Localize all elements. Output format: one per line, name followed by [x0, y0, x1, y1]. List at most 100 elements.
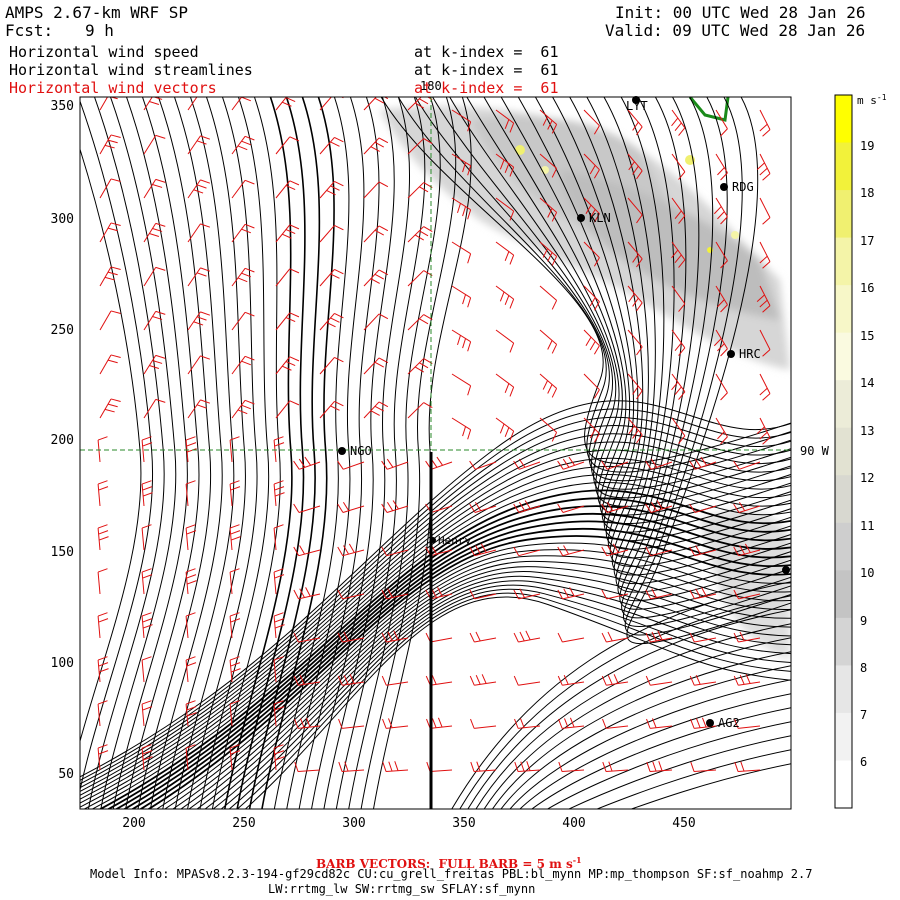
wind-barb — [557, 632, 585, 643]
wind-barb — [381, 630, 409, 643]
wind-barb — [759, 197, 771, 225]
wind-barb — [338, 761, 365, 773]
streamlines — [80, 97, 791, 809]
wind-barb — [759, 241, 771, 269]
wind-barb — [470, 718, 497, 729]
wind-barb — [187, 399, 211, 419]
wind-barb — [273, 612, 285, 639]
colorbar-level: 7 — [860, 708, 867, 722]
wind-barb — [583, 373, 600, 399]
wind-barb — [337, 631, 365, 643]
wind-barb — [733, 543, 761, 557]
wind-barb — [601, 502, 629, 513]
field-vectors: Horizontal wind vectors — [9, 79, 217, 97]
streamline — [372, 97, 472, 809]
wind-barb — [627, 285, 643, 312]
wind-barb — [539, 241, 558, 266]
wind-barb — [231, 355, 255, 375]
wind-barb — [363, 137, 389, 155]
field-streamlines-level: at k-index = 61 — [414, 61, 559, 79]
wind-barb — [469, 460, 497, 470]
coastline — [688, 97, 730, 122]
wind-barb — [407, 226, 433, 243]
wind-barb — [557, 674, 585, 686]
wind-barb — [689, 545, 717, 557]
station-hrc: HRC — [727, 347, 761, 361]
colorbar-level: 8 — [860, 661, 867, 675]
wind-barb — [319, 180, 344, 199]
wind-barb — [557, 587, 585, 600]
wind-barb — [627, 329, 643, 356]
streamline — [149, 97, 223, 809]
wind-barb — [469, 631, 497, 643]
wind-barb — [363, 97, 389, 111]
wind-barb — [143, 97, 163, 111]
wind-barb — [319, 400, 344, 419]
streamline — [171, 555, 791, 809]
wind-barb — [229, 436, 240, 463]
colorbar-level: 19 — [860, 139, 874, 153]
wind-barb — [185, 568, 197, 595]
colorbar-cell — [835, 380, 852, 429]
wind-barb — [539, 373, 558, 398]
wind-barb — [756, 153, 771, 181]
wind-barb — [381, 546, 409, 557]
wind-barb — [733, 589, 761, 600]
wind-barb — [407, 138, 433, 155]
wind-barb — [231, 179, 255, 199]
high-wind-patches — [515, 145, 739, 253]
wind-barb — [143, 266, 166, 287]
colorbar-level: 6 — [860, 755, 867, 769]
wind-barb — [319, 356, 344, 375]
wind-barb — [671, 417, 686, 444]
colorbar-cell — [835, 570, 852, 619]
wind-barb — [627, 197, 643, 224]
y-tick: 150 — [51, 545, 74, 560]
wind-barb — [407, 402, 433, 419]
streamline — [348, 97, 441, 809]
wind-barb — [407, 314, 433, 331]
wind-barb — [187, 267, 211, 287]
wind-barb — [713, 329, 728, 357]
wind-barb — [97, 744, 109, 771]
colorbar-level: 10 — [860, 566, 874, 580]
model-info: Model Info: MPASv8.2.3-194-gf29cd82c CU:… — [90, 867, 813, 881]
wind-barb — [275, 97, 299, 111]
wind-barb — [671, 373, 686, 400]
y-tick: 300 — [51, 212, 74, 227]
x-axis-ticks: 200 250 300 350 400 450 — [122, 816, 695, 831]
wind-barb — [627, 417, 643, 444]
wind-barb — [645, 458, 673, 470]
streamline — [475, 623, 791, 809]
wind-barb — [715, 285, 728, 313]
wind-barb — [143, 354, 166, 375]
wind-barb — [602, 761, 629, 773]
streamline — [80, 99, 154, 793]
wind-barb — [294, 717, 321, 729]
wind-barb — [583, 241, 600, 267]
wind-barb — [602, 718, 629, 729]
wind-barb — [319, 136, 344, 155]
wind-barb — [645, 630, 673, 643]
streamline — [80, 147, 142, 743]
wind-barb — [539, 197, 558, 222]
wind-barb — [451, 153, 472, 176]
streamline — [603, 97, 791, 576]
colorbar-level: 13 — [860, 424, 874, 438]
wind-barb — [759, 329, 771, 357]
svg-text:HRC: HRC — [739, 347, 761, 361]
wind-barb — [97, 568, 108, 595]
wind-barb — [141, 744, 153, 771]
wind-barb — [514, 718, 541, 729]
wind-barb — [229, 700, 240, 727]
wind-barb — [407, 182, 433, 199]
streamline — [80, 408, 791, 781]
wind-barb — [337, 460, 365, 470]
wind-barb — [99, 354, 121, 375]
wind-barb — [514, 761, 541, 773]
field-wind-speed-level: at k-index = 61 — [414, 43, 559, 61]
colorbar-level: 16 — [860, 281, 874, 295]
wind-barb — [513, 458, 541, 470]
wind-barb — [273, 568, 285, 595]
barb-note: BARB VECTORS: FULL BARB = 5 m s-1 — [316, 855, 582, 871]
